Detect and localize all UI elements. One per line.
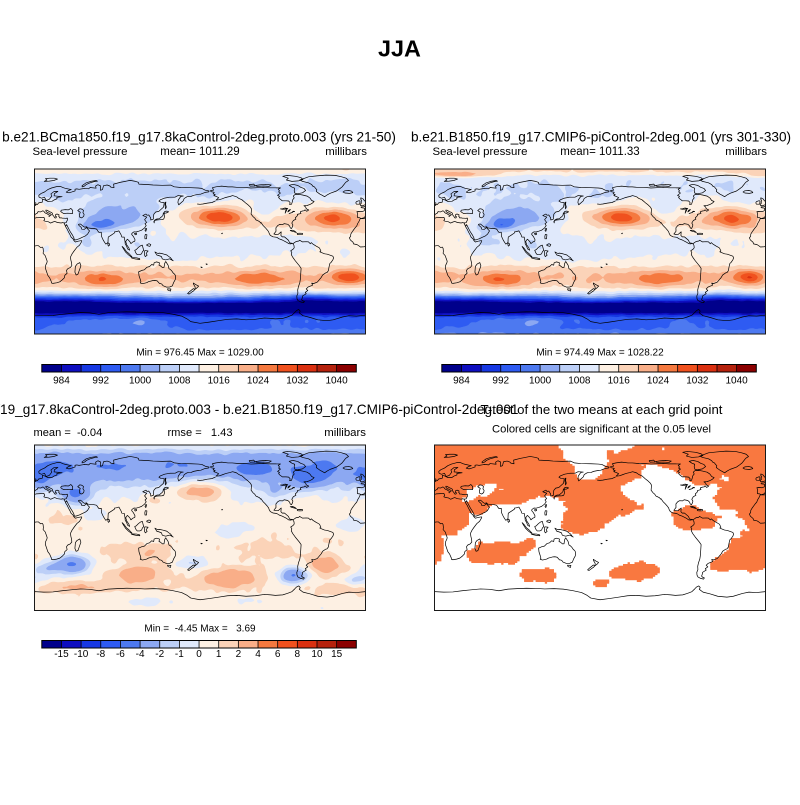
svg-text:Colored cells are significant: Colored cells are significant at the 0.0… — [492, 423, 711, 435]
svg-text:b.e21.B1850.f19_g17.CMIP6-piCo: b.e21.B1850.f19_g17.CMIP6-piControl-2deg… — [411, 130, 791, 145]
svg-text:10: 10 — [311, 649, 323, 660]
svg-text:2: 2 — [236, 649, 242, 660]
svg-text:-10: -10 — [74, 649, 89, 660]
svg-text:1008: 1008 — [568, 375, 591, 386]
svg-text:1024: 1024 — [647, 375, 670, 386]
svg-text:8: 8 — [295, 649, 301, 660]
svg-text:rmse = 1.43: rmse = 1.43 — [167, 427, 232, 439]
svg-text:JJA: JJA — [378, 36, 421, 62]
svg-text:984: 984 — [453, 375, 470, 386]
svg-text:1000: 1000 — [529, 375, 552, 386]
svg-text:millibars: millibars — [725, 146, 767, 158]
svg-text:Min = 974.49 Max = 1028.22: Min = 974.49 Max = 1028.22 — [536, 347, 664, 358]
svg-text:-8: -8 — [96, 649, 105, 660]
svg-text:-1: -1 — [175, 649, 184, 660]
svg-text:1024: 1024 — [247, 375, 270, 386]
svg-text:4: 4 — [255, 649, 261, 660]
svg-text:Sea-level pressure: Sea-level pressure — [433, 146, 528, 158]
svg-text:1040: 1040 — [726, 375, 749, 386]
svg-text:1032: 1032 — [686, 375, 709, 386]
svg-text:992: 992 — [492, 375, 509, 386]
svg-text:1008: 1008 — [168, 375, 191, 386]
svg-text:1016: 1016 — [208, 375, 231, 386]
svg-text:b.e21.BCma1850.f19_g17.8kaCont: b.e21.BCma1850.f19_g17.8kaControl-2deg.p… — [0, 402, 518, 417]
svg-text:mean = -0.04: mean = -0.04 — [34, 427, 103, 439]
svg-text:1: 1 — [216, 649, 222, 660]
svg-text:6: 6 — [275, 649, 281, 660]
svg-text:Min = -4.45 Max = 3.69: Min = -4.45 Max = 3.69 — [144, 623, 256, 634]
svg-text:-15: -15 — [54, 649, 69, 660]
svg-text:-6: -6 — [116, 649, 125, 660]
svg-text:mean= 1011.29: mean= 1011.29 — [160, 146, 239, 158]
svg-text:1000: 1000 — [129, 375, 152, 386]
svg-text:millibars: millibars — [324, 427, 366, 439]
svg-text:Sea-level pressure: Sea-level pressure — [33, 146, 128, 158]
svg-text:b.e21.BCma1850.f19_g17.8kaCont: b.e21.BCma1850.f19_g17.8kaControl-2deg.p… — [2, 130, 396, 145]
svg-text:Min = 976.45 Max = 1029.00: Min = 976.45 Max = 1029.00 — [136, 347, 264, 358]
svg-text:0: 0 — [196, 649, 202, 660]
svg-text:15: 15 — [331, 649, 343, 660]
svg-text:-2: -2 — [155, 649, 164, 660]
svg-text:992: 992 — [92, 375, 109, 386]
svg-text:1016: 1016 — [608, 375, 631, 386]
svg-text:mean= 1011.33: mean= 1011.33 — [560, 146, 639, 158]
svg-text:1040: 1040 — [326, 375, 349, 386]
svg-text:-4: -4 — [136, 649, 145, 660]
svg-text:T-test of the two means at eac: T-test of the two means at each grid poi… — [481, 402, 723, 417]
svg-text:1032: 1032 — [286, 375, 309, 386]
svg-text:984: 984 — [53, 375, 70, 386]
svg-text:millibars: millibars — [325, 146, 367, 158]
